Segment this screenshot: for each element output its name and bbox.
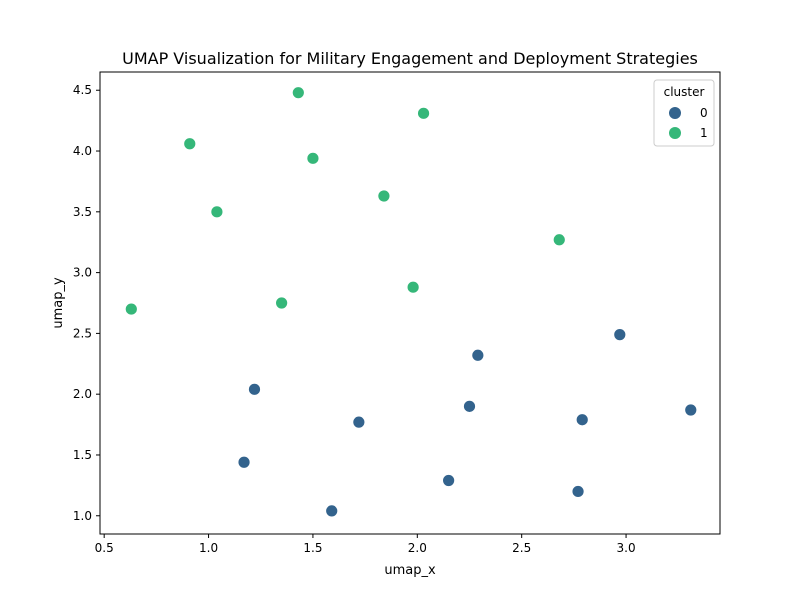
- y-tick-label: 4.0: [73, 144, 92, 158]
- x-tick-label: 1.5: [303, 541, 322, 555]
- cluster-1-point: [210, 205, 224, 219]
- cluster-1-point: [306, 151, 320, 165]
- cluster-1-point: [552, 233, 566, 247]
- x-tick-label: 1.0: [199, 541, 218, 555]
- x-tick-label: 2.0: [408, 541, 427, 555]
- cluster-0-point: [325, 504, 339, 518]
- y-tick-label: 3.0: [73, 266, 92, 280]
- cluster-0-point: [571, 485, 585, 498]
- legend-frame: [653, 79, 715, 147]
- data-points: [124, 86, 698, 518]
- cluster-0-point: [575, 413, 589, 427]
- y-tick-label: 4.5: [73, 83, 92, 97]
- cluster-0-point: [352, 415, 366, 429]
- y-tick-label: 2.5: [73, 326, 92, 340]
- cluster-1-point: [291, 86, 305, 100]
- cluster-1-point: [124, 302, 138, 316]
- cluster-0-point: [248, 382, 261, 396]
- x-tick-label: 2.5: [512, 541, 531, 555]
- x-axis-label: umap_x: [384, 563, 436, 578]
- cluster-0-point: [471, 348, 485, 362]
- y-axis-label: umap_y: [51, 277, 66, 329]
- cluster-0-point: [684, 403, 698, 417]
- x-axis-ticks: 0.5 1.0 1.5 2.0 2.5 3.0: [95, 534, 636, 555]
- legend-marker-cluster-0: [669, 107, 681, 119]
- y-tick-label: 2.0: [73, 387, 92, 401]
- y-tick-label: 3.5: [73, 205, 92, 219]
- plot-area-frame: [99, 71, 721, 535]
- chart-title: UMAP Visualization for Military Engageme…: [122, 49, 698, 68]
- cluster-1-point: [417, 106, 430, 120]
- x-tick-label: 0.5: [95, 541, 114, 555]
- cluster-0-point: [613, 328, 627, 342]
- cluster-1-point: [377, 189, 391, 203]
- legend-label-cluster-0: 0: [700, 106, 708, 120]
- legend-title: cluster: [664, 85, 705, 99]
- y-axis-ticks: 1.0 1.5 2.0 2.5 3.0 3.5 4.0 4.5: [73, 83, 100, 523]
- legend: cluster 01: [653, 79, 715, 147]
- cluster-1-point: [183, 137, 197, 151]
- cluster-0-point: [237, 455, 251, 469]
- cluster-1-point: [406, 280, 420, 294]
- cluster-0-point: [442, 474, 456, 487]
- legend-label-cluster-1: 1: [700, 126, 708, 140]
- legend-entries: 01: [669, 106, 708, 140]
- cluster-1-point: [275, 296, 289, 310]
- legend-marker-cluster-1: [669, 127, 681, 139]
- y-tick-label: 1.0: [73, 509, 92, 523]
- y-tick-label: 1.5: [73, 448, 92, 462]
- cluster-0-point: [463, 399, 476, 413]
- x-tick-label: 3.0: [617, 541, 636, 555]
